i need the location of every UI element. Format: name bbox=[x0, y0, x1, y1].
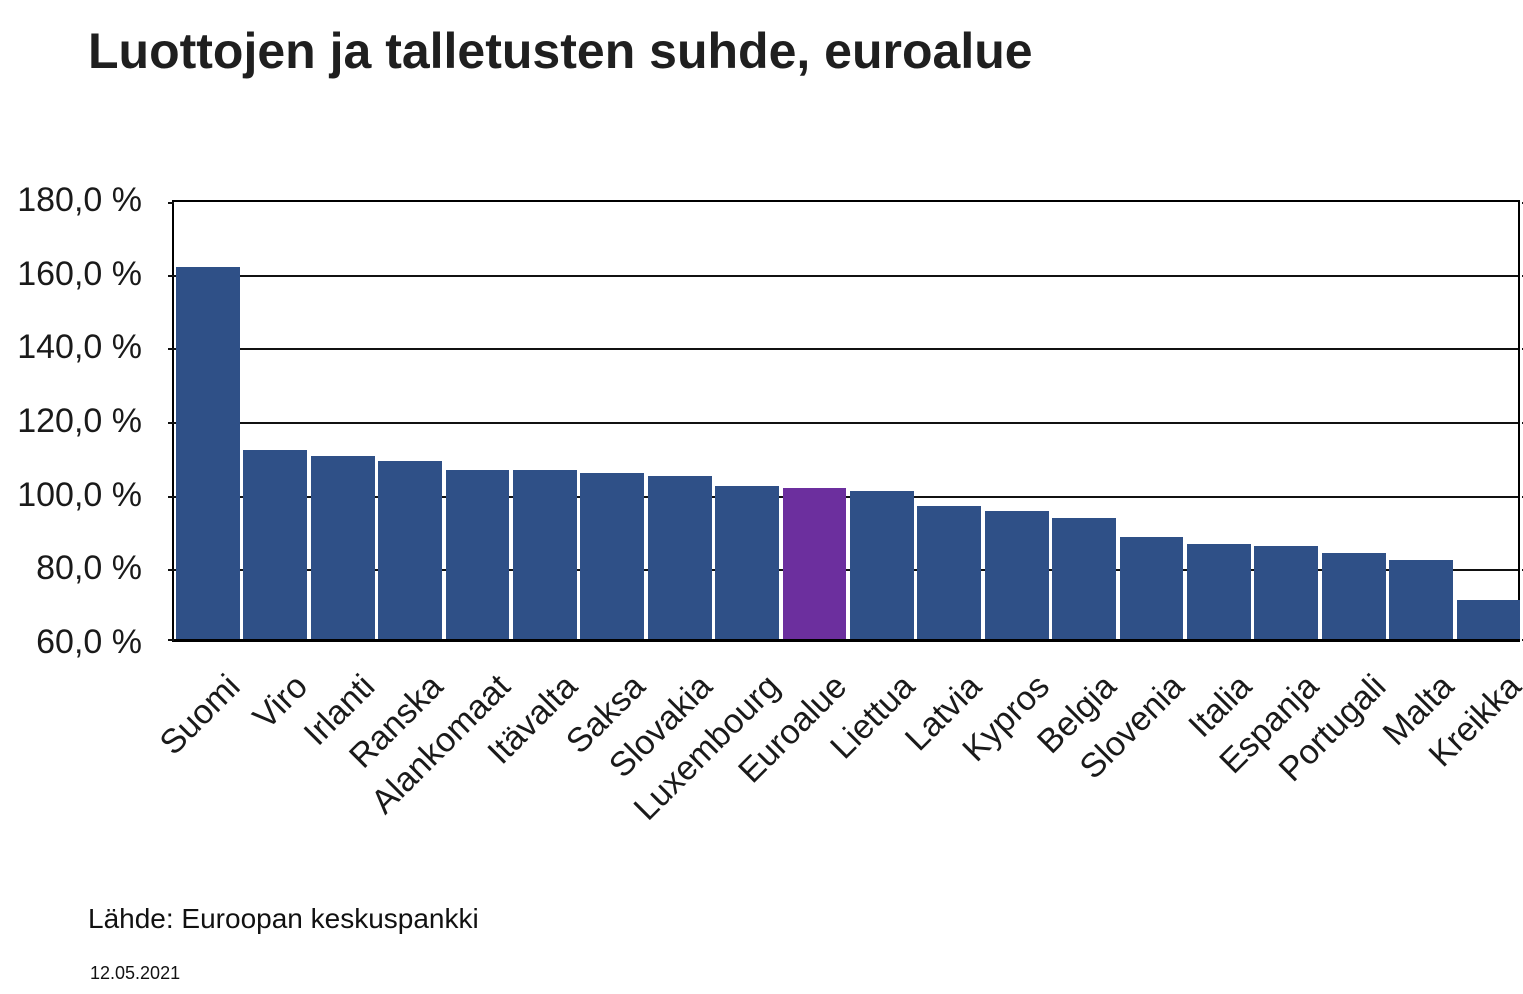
y-axis-tick-label: 120,0 % bbox=[17, 402, 142, 440]
x-axis-labels: Suomi Viro Irlanti Ranska Alankomaat Itävalta… bbox=[153, 642, 1523, 872]
bar bbox=[1119, 537, 1184, 639]
bar bbox=[310, 455, 375, 639]
axis-tick bbox=[168, 495, 174, 498]
axis-tick bbox=[168, 639, 174, 641]
bar-highlight bbox=[782, 488, 847, 639]
gridline bbox=[174, 422, 1518, 424]
bar bbox=[513, 470, 577, 639]
plot-area bbox=[168, 200, 1523, 642]
bar bbox=[850, 490, 914, 639]
axis-tick bbox=[168, 422, 174, 424]
bar bbox=[176, 266, 240, 639]
y-axis-tick-label: 100,0 % bbox=[17, 475, 142, 514]
bar bbox=[917, 506, 982, 639]
y-axis-tick-label: 80,0 % bbox=[36, 549, 142, 588]
bar bbox=[1052, 518, 1117, 639]
bar bbox=[1254, 545, 1319, 639]
y-axis-tick-label: 140,0 % bbox=[17, 328, 142, 367]
bar bbox=[715, 485, 780, 639]
gridline bbox=[174, 274, 1518, 277]
bar bbox=[378, 460, 443, 639]
bar bbox=[580, 472, 645, 639]
y-axis-tick-label: 180,0 % bbox=[17, 181, 142, 219]
y-axis-tick-label: 60,0 % bbox=[36, 623, 142, 661]
bar bbox=[243, 450, 308, 639]
bar bbox=[984, 510, 1049, 639]
bar bbox=[1389, 559, 1454, 639]
axis-tick bbox=[168, 348, 174, 351]
axis-tick bbox=[168, 569, 174, 572]
axis-tick bbox=[168, 202, 174, 204]
date-note: 12.05.2021 bbox=[90, 963, 181, 983]
chart-title: Luottojen ja talletusten suhde, euroalue bbox=[88, 23, 1033, 79]
axis-tick bbox=[168, 274, 174, 277]
source-note: Lähde: Euroopan keskuspankki bbox=[88, 903, 479, 934]
bar bbox=[647, 476, 712, 639]
y-axis-labels: 180,0 % 160,0 % 140,0 % 120,0 % 100,0 % 80,0 … bbox=[0, 182, 142, 660]
bar bbox=[1321, 552, 1386, 639]
bar bbox=[1456, 600, 1521, 639]
bar bbox=[445, 469, 510, 639]
y-axis-tick-label: 160,0 % bbox=[17, 254, 142, 293]
gridline bbox=[174, 348, 1518, 351]
x-axis-category-label: Suomi bbox=[152, 667, 248, 763]
bar bbox=[1187, 544, 1251, 639]
